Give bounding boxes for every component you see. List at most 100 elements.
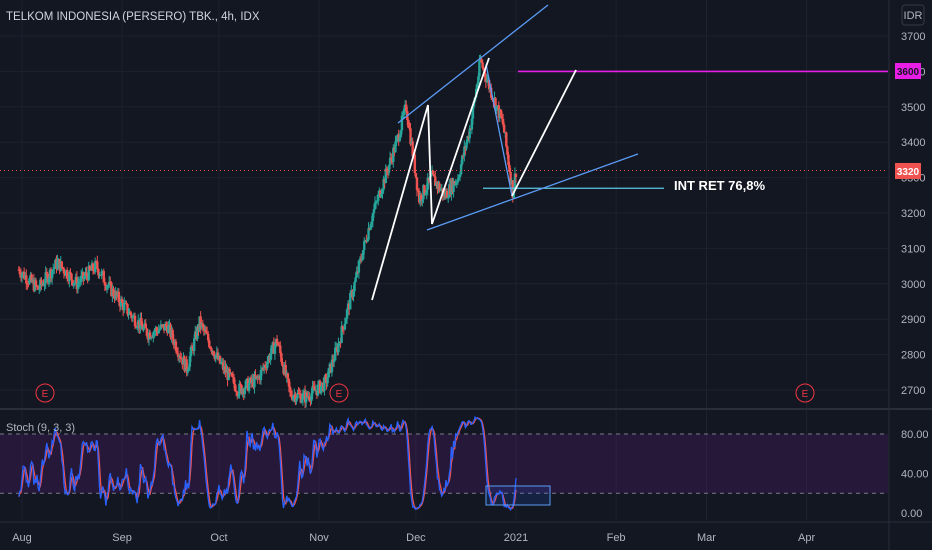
candle-body bbox=[408, 127, 411, 129]
earnings-badge-2[interactable]: E bbox=[329, 383, 349, 403]
candle-80 bbox=[103, 277, 107, 291]
drop-line bbox=[485, 63, 513, 197]
candle-body bbox=[167, 325, 170, 334]
candle-300 bbox=[340, 321, 343, 344]
currency-button[interactable]: IDR bbox=[901, 4, 925, 26]
candle-body bbox=[280, 353, 283, 362]
candle-body bbox=[413, 154, 417, 174]
candle-body bbox=[88, 266, 92, 270]
candle-body bbox=[28, 278, 31, 284]
candle-235 bbox=[270, 344, 273, 360]
candle-398 bbox=[445, 188, 449, 198]
candle-body bbox=[312, 386, 315, 388]
candle-body bbox=[374, 201, 378, 203]
candle-body bbox=[144, 323, 147, 329]
candle-body bbox=[142, 326, 145, 331]
candle-380 bbox=[426, 173, 429, 196]
candle-body bbox=[394, 141, 397, 153]
candle-body bbox=[266, 361, 269, 368]
price-axis[interactable]: 2700280029003000310032003300340035003600… bbox=[901, 31, 929, 520]
candle-body bbox=[454, 182, 457, 185]
candle-body bbox=[123, 303, 126, 311]
earnings-badge-1[interactable]: E bbox=[35, 383, 55, 403]
candle-21 bbox=[40, 276, 43, 291]
candle-body bbox=[18, 269, 22, 275]
candle-345 bbox=[388, 151, 392, 170]
candle-body bbox=[345, 309, 349, 319]
candle-451 bbox=[502, 122, 506, 133]
candle-109 bbox=[134, 322, 138, 329]
candle-435 bbox=[485, 74, 489, 83]
wave-path bbox=[371, 57, 490, 301]
candle-body bbox=[237, 395, 240, 397]
candle-body bbox=[344, 318, 348, 324]
stoch-label[interactable]: Stoch (9, 3, 3) bbox=[6, 422, 75, 434]
candle-79 bbox=[102, 268, 105, 283]
candle-body bbox=[373, 202, 377, 210]
candle-body bbox=[355, 271, 358, 278]
candle-259 bbox=[296, 389, 299, 400]
candle-body bbox=[224, 365, 227, 373]
candle-body bbox=[165, 323, 168, 327]
candle-body bbox=[400, 115, 404, 131]
candle-body bbox=[481, 62, 484, 68]
candle-body bbox=[212, 350, 215, 356]
candle-body bbox=[459, 164, 463, 175]
candle-419 bbox=[468, 125, 471, 144]
time-tick-0: Aug bbox=[12, 532, 32, 544]
candle-77 bbox=[100, 268, 103, 280]
candle-341 bbox=[384, 164, 387, 184]
candle-body bbox=[214, 355, 217, 359]
candle-body bbox=[423, 185, 426, 195]
candle-374 bbox=[420, 192, 423, 206]
candle-body bbox=[126, 303, 129, 315]
candle-body bbox=[360, 259, 364, 261]
earnings-badge-3[interactable]: E bbox=[795, 383, 815, 403]
candle-body bbox=[367, 228, 370, 240]
candle-body bbox=[117, 291, 121, 303]
candle-body bbox=[69, 272, 72, 274]
candle-body bbox=[375, 201, 379, 203]
candle-body bbox=[301, 393, 305, 400]
candle-body bbox=[477, 76, 480, 84]
candle-body bbox=[176, 353, 180, 357]
time-axis[interactable]: Aug Sep Oct Nov Dec 2021 Feb Mar Apr bbox=[12, 532, 815, 544]
candle-body bbox=[402, 108, 406, 116]
candle-body bbox=[281, 361, 284, 367]
candle-281 bbox=[319, 385, 323, 396]
candle-body bbox=[395, 137, 398, 142]
candle-444 bbox=[495, 105, 498, 114]
candle-body bbox=[253, 375, 256, 388]
candle-body bbox=[366, 239, 369, 242]
candle-211 bbox=[244, 379, 248, 390]
candle-51 bbox=[72, 282, 75, 289]
stoch-tick-0: 80.00 bbox=[901, 429, 929, 441]
candle-body bbox=[148, 332, 152, 339]
candle-422 bbox=[471, 105, 475, 125]
candle-body bbox=[304, 392, 308, 403]
candle-156 bbox=[185, 355, 188, 377]
candle-body bbox=[36, 285, 40, 290]
candle-body bbox=[499, 109, 503, 117]
candle-body bbox=[129, 311, 132, 316]
candle-body bbox=[171, 329, 174, 340]
candle-body bbox=[439, 189, 442, 191]
candle-body bbox=[385, 168, 389, 172]
candle-body bbox=[199, 316, 202, 328]
candle-body bbox=[33, 280, 37, 291]
candle-308 bbox=[349, 290, 352, 310]
candle-69 bbox=[91, 262, 95, 275]
candle-body bbox=[93, 261, 97, 272]
candle-body bbox=[457, 177, 461, 179]
candle-body bbox=[311, 386, 314, 394]
candle-body bbox=[218, 355, 222, 364]
candle-body bbox=[232, 377, 236, 385]
candle-42 bbox=[62, 266, 66, 279]
candle-241 bbox=[276, 341, 280, 346]
candle-body bbox=[119, 299, 123, 307]
time-tick-4: Dec bbox=[406, 532, 426, 544]
candle-96 bbox=[120, 296, 124, 303]
candle-body bbox=[186, 370, 189, 373]
